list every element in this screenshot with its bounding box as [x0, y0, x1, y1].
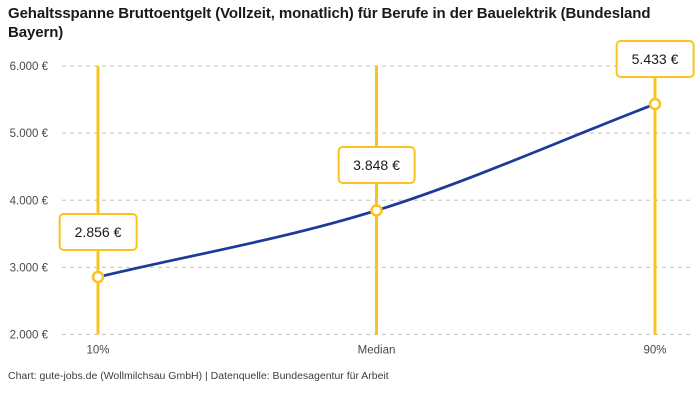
y-axis-tick-label: 5.000 € [10, 128, 49, 140]
data-point-marker [648, 97, 662, 111]
x-axis-tick-label: Median [358, 345, 396, 357]
data-point-label: 2.856 € [58, 213, 138, 252]
x-axis-tick-label: 90% [643, 345, 666, 357]
data-point-label: 3.848 € [337, 146, 416, 185]
chart-attribution: Chart: gute-jobs.de (Wollmilchsau GmbH) … [8, 370, 389, 382]
data-point-marker [91, 270, 105, 284]
y-axis-tick-label: 6.000 € [10, 61, 49, 73]
y-axis-tick-label: 4.000 € [10, 195, 49, 207]
data-point-label: 5.433 € [615, 40, 695, 79]
y-axis-tick-label: 3.000 € [10, 262, 49, 274]
data-point-marker [370, 204, 383, 217]
y-axis-tick-label: 2.000 € [10, 330, 49, 342]
x-axis-tick-label: 10% [86, 345, 109, 357]
chart-title: Gehaltsspanne Bruttoentgelt (Vollzeit, m… [8, 5, 651, 41]
